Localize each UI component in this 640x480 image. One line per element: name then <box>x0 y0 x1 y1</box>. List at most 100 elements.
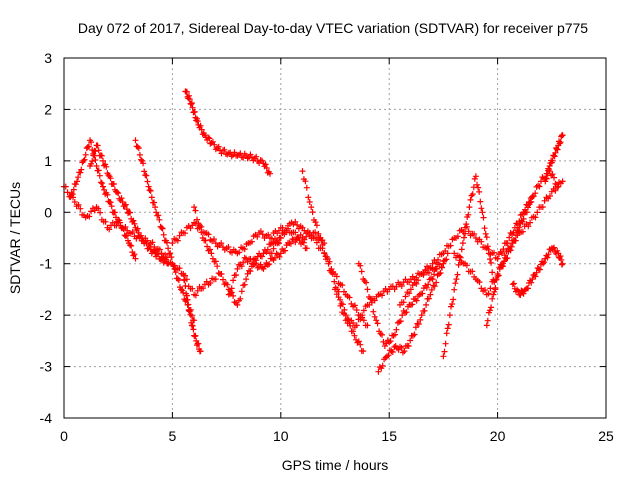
data-point <box>557 139 564 146</box>
series-14 <box>375 250 451 375</box>
data-point <box>180 271 187 277</box>
data-point <box>481 225 488 232</box>
data-point <box>332 286 338 293</box>
data-point <box>463 262 470 269</box>
data-point <box>230 292 237 299</box>
data-point <box>375 368 382 375</box>
data-point <box>547 193 553 199</box>
data-point <box>339 282 346 289</box>
data-point <box>558 256 565 263</box>
data-point <box>186 96 193 103</box>
data-point <box>520 215 527 222</box>
data-point <box>119 224 126 231</box>
data-point <box>353 307 360 313</box>
data-point <box>182 230 188 237</box>
data-point <box>92 148 99 155</box>
data-point <box>420 271 427 278</box>
data-point <box>313 239 320 246</box>
data-point <box>84 144 91 150</box>
data-point <box>450 296 457 303</box>
data-point <box>105 172 112 178</box>
data-point <box>418 312 425 319</box>
data-point <box>208 250 215 257</box>
data-point <box>454 233 461 240</box>
data-point <box>224 281 231 288</box>
series-4 <box>132 137 198 324</box>
data-point <box>472 235 479 241</box>
data-point <box>104 191 111 198</box>
data-point <box>333 273 340 280</box>
data-point <box>364 322 371 329</box>
data-point <box>159 225 166 232</box>
data-point <box>544 170 551 177</box>
data-point <box>353 322 360 329</box>
data-point <box>458 246 465 253</box>
plot-frame <box>63 57 607 419</box>
data-point <box>312 219 319 226</box>
data-point <box>469 268 476 275</box>
data-point <box>413 297 420 304</box>
data-point <box>282 247 289 254</box>
data-point <box>558 261 565 268</box>
data-point <box>532 190 539 197</box>
data-point <box>234 301 241 308</box>
data-point <box>151 199 157 206</box>
data-point <box>544 254 551 261</box>
data-point <box>198 126 205 133</box>
data-point <box>214 263 221 270</box>
data-point <box>456 253 463 260</box>
data-point <box>225 244 232 250</box>
data-point <box>129 229 136 235</box>
data-point <box>400 299 407 306</box>
data-point <box>205 231 212 238</box>
data-point <box>145 183 152 190</box>
data-point <box>476 188 483 195</box>
data-point <box>70 186 77 193</box>
data-point <box>506 234 513 241</box>
data-point <box>155 212 162 219</box>
data-point <box>97 209 104 216</box>
data-point <box>442 248 449 254</box>
data-point <box>398 283 405 289</box>
data-point <box>262 161 269 168</box>
data-point <box>402 293 409 300</box>
data-point <box>549 157 556 164</box>
data-point <box>212 240 219 247</box>
data-point <box>194 287 201 294</box>
series-20 <box>509 244 566 298</box>
data-point <box>123 232 130 239</box>
data-point <box>158 224 165 231</box>
data-point <box>234 265 241 272</box>
data-point <box>360 348 367 355</box>
data-point <box>543 175 550 182</box>
data-point <box>88 208 95 215</box>
data-point <box>529 276 536 283</box>
data-point <box>98 152 105 159</box>
data-point <box>237 295 244 302</box>
data-point <box>190 326 197 333</box>
data-point <box>146 243 153 250</box>
data-point <box>185 301 192 308</box>
data-point <box>439 264 445 271</box>
data-point <box>167 250 174 257</box>
data-point <box>140 160 147 167</box>
data-point <box>175 277 182 284</box>
data-point <box>527 219 534 226</box>
y-axis-label: SDTVAR / TECUs <box>7 182 23 294</box>
data-point <box>186 308 193 315</box>
data-point <box>196 222 203 229</box>
data-point <box>171 265 178 272</box>
data-point <box>294 222 301 228</box>
data-point <box>351 302 358 309</box>
x-tick-label: 10 <box>273 428 289 444</box>
data-point <box>539 204 546 210</box>
data-point <box>398 344 405 351</box>
data-point <box>128 242 135 249</box>
data-point <box>360 307 367 314</box>
data-point <box>385 352 392 359</box>
data-point <box>92 157 99 163</box>
data-point <box>127 242 134 249</box>
data-point <box>525 285 531 292</box>
data-point <box>519 218 526 225</box>
data-point <box>443 330 450 337</box>
